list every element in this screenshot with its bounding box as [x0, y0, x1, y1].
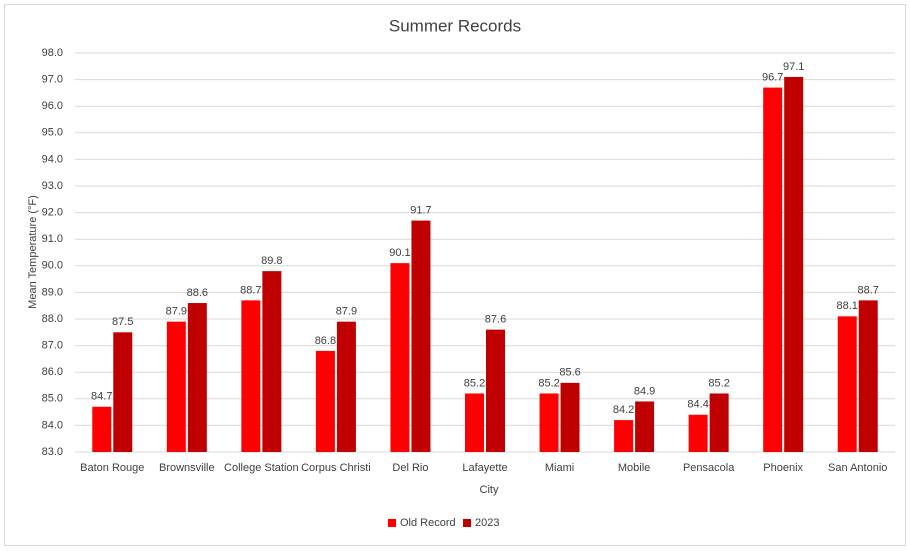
data-label: 85.6: [559, 367, 580, 379]
data-label: 84.9: [634, 385, 655, 397]
bar: [465, 393, 484, 452]
bar: [486, 329, 505, 452]
data-label: 87.9: [166, 306, 187, 318]
data-label: 87.6: [485, 314, 506, 326]
data-label: 84.2: [613, 404, 634, 416]
bar: [411, 220, 431, 452]
bar: [539, 393, 559, 452]
bar: [241, 300, 261, 452]
chart-border: [4, 4, 906, 546]
x-tick-label: San Antonio: [828, 462, 887, 474]
bar: [336, 321, 356, 452]
x-tick-label: Brownsville: [159, 462, 215, 474]
bar: [614, 420, 634, 452]
bar: [858, 300, 878, 452]
legend-swatch: [463, 519, 471, 527]
x-tick-label: Corpus Christi: [301, 462, 371, 474]
data-label: 84.7: [91, 391, 112, 403]
data-label: 88.6: [187, 287, 208, 299]
bar: [187, 303, 207, 452]
x-tick-label: Lafayette: [462, 462, 507, 474]
y-tick-label: 84.0: [42, 419, 63, 431]
y-tick-label: 83.0: [42, 446, 63, 458]
bar: [560, 382, 580, 452]
data-label: 88.7: [858, 284, 879, 296]
x-tick-label: College Station: [224, 462, 299, 474]
data-label: 88.7: [240, 284, 261, 296]
data-label: 91.7: [410, 204, 431, 216]
bar: [763, 87, 783, 452]
data-label: 90.1: [389, 247, 410, 259]
data-label: 85.2: [708, 377, 729, 389]
bar: [113, 332, 133, 452]
data-label: 89.8: [261, 255, 282, 267]
data-label: 85.2: [464, 377, 485, 389]
y-tick-label: 93.0: [42, 180, 63, 192]
y-tick-label: 90.0: [42, 260, 63, 272]
bar: [262, 271, 282, 452]
legend-label: 2023: [475, 517, 499, 529]
y-tick-label: 91.0: [42, 233, 63, 245]
data-label: 96.7: [762, 71, 783, 83]
bar: [390, 263, 410, 452]
y-tick-label: 97.0: [42, 74, 63, 86]
data-label: 84.4: [687, 399, 708, 411]
y-tick-label: 87.0: [42, 340, 63, 352]
x-axis-label: City: [480, 484, 499, 496]
data-label: 87.9: [336, 306, 357, 318]
legend-label: Old Record: [400, 517, 456, 529]
bar: [166, 321, 186, 452]
bar: [92, 406, 112, 452]
bar: [837, 316, 857, 452]
x-tick-label: Miami: [545, 462, 574, 474]
x-tick-label: Mobile: [618, 462, 650, 474]
chart-title: Summer Records: [389, 16, 521, 35]
x-tick-label: Phoenix: [763, 462, 803, 474]
data-label: 86.8: [315, 335, 336, 347]
y-tick-label: 95.0: [42, 127, 63, 139]
y-tick-label: 88.0: [42, 313, 63, 325]
bar: [688, 414, 708, 452]
bar: [315, 350, 335, 452]
y-tick-label: 92.0: [42, 207, 63, 219]
y-tick-label: 85.0: [42, 393, 63, 405]
data-label: 87.5: [112, 316, 133, 328]
y-tick-label: 96.0: [42, 100, 63, 112]
y-tick-label: 86.0: [42, 366, 63, 378]
legend-swatch: [388, 519, 396, 527]
data-label: 88.1: [837, 300, 858, 312]
bar: [784, 76, 804, 452]
bar: [709, 393, 729, 452]
x-tick-label: Baton Rouge: [80, 462, 144, 474]
x-tick-label: Del Rio: [392, 462, 428, 474]
bar: [635, 401, 655, 452]
y-tick-label: 98.0: [42, 47, 63, 59]
x-tick-label: Pensacola: [683, 462, 735, 474]
data-label: 85.2: [538, 377, 559, 389]
data-label: 97.1: [783, 61, 804, 73]
y-tick-label: 94.0: [42, 153, 63, 165]
y-tick-label: 89.0: [42, 286, 63, 298]
y-axis-label: Mean Temperature (°F): [27, 195, 39, 309]
